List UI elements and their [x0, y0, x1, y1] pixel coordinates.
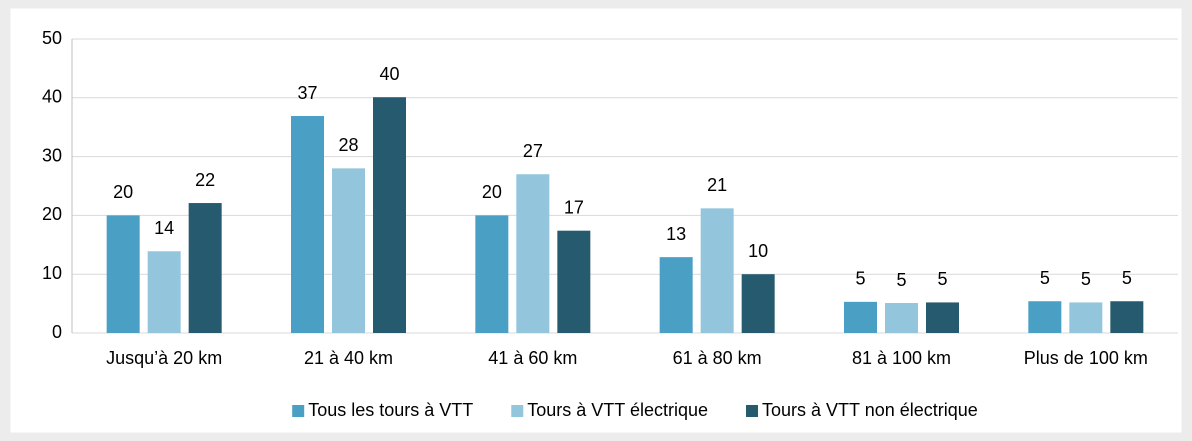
x-tick-label: Jusqu’à 20 km	[106, 348, 222, 368]
legend-swatch	[292, 405, 305, 417]
data-label: 5	[1122, 268, 1132, 288]
data-label: 13	[666, 224, 686, 244]
x-tick-label: 21 à 40 km	[304, 348, 393, 368]
chart-background	[9, 7, 1183, 434]
data-label: 21	[707, 175, 727, 195]
data-label: 20	[482, 182, 502, 202]
data-label: 14	[154, 218, 174, 238]
data-label: 20	[113, 182, 133, 202]
bar	[926, 302, 959, 333]
bar	[700, 208, 734, 333]
bar	[557, 230, 591, 333]
x-tick-label: 41 à 60 km	[488, 348, 577, 368]
x-tick-label: Plus de 100 km	[1024, 348, 1148, 368]
y-tick-label: 50	[42, 28, 62, 48]
bar	[1110, 301, 1144, 333]
legend-swatch	[511, 405, 524, 417]
legend-label: Tous les tours à VTT	[308, 400, 473, 420]
bar	[741, 274, 775, 333]
data-label: 40	[379, 64, 399, 84]
bar	[844, 301, 877, 333]
bar	[885, 303, 918, 333]
y-tick-label: 20	[42, 204, 62, 224]
legend-swatch	[746, 405, 759, 417]
data-label: 5	[1081, 269, 1091, 289]
data-label: 10	[748, 241, 768, 261]
bar	[332, 168, 365, 333]
bar	[1028, 301, 1062, 333]
bar	[373, 97, 406, 333]
y-tick-label: 30	[42, 145, 62, 165]
bar	[516, 174, 550, 333]
data-label: 5	[1040, 268, 1050, 288]
y-tick-label: 10	[42, 263, 62, 283]
data-label: 5	[937, 269, 947, 289]
data-label: 5	[896, 270, 906, 290]
bar	[291, 116, 324, 333]
bar	[659, 257, 693, 333]
data-label: 27	[523, 141, 543, 161]
data-label: 28	[338, 135, 358, 155]
data-label: 22	[195, 170, 215, 190]
y-tick-label: 40	[42, 87, 62, 107]
data-label: 5	[855, 269, 865, 289]
y-tick-label: 0	[52, 322, 62, 342]
bar	[106, 215, 140, 333]
x-tick-label: 81 à 100 km	[852, 348, 951, 368]
data-label: 17	[564, 197, 584, 217]
bar	[1069, 302, 1103, 333]
legend-label: Tours à VTT non électrique	[762, 400, 978, 420]
data-label: 37	[297, 83, 317, 103]
bar	[475, 215, 509, 333]
x-tick-label: 61 à 80 km	[673, 348, 762, 368]
legend-label: Tours à VTT électrique	[527, 400, 708, 420]
bar	[188, 203, 222, 333]
bar	[147, 251, 181, 333]
